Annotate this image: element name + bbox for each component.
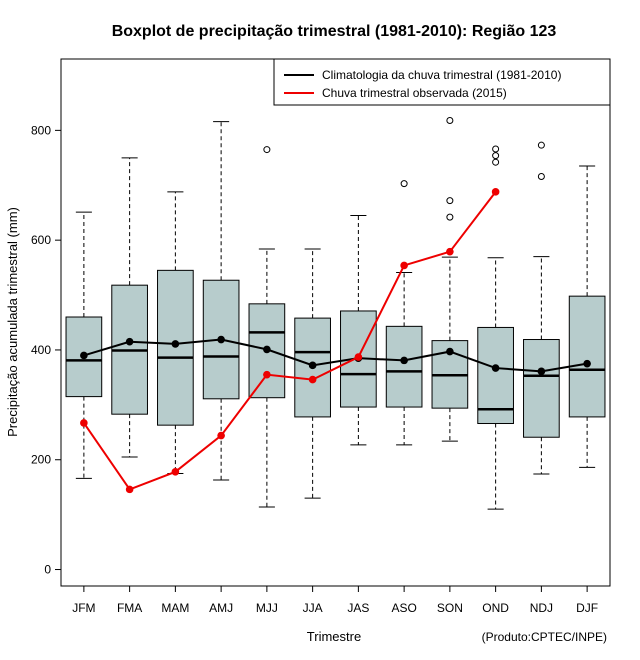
y-tick-label-600: 600 xyxy=(31,233,51,247)
box-jfm xyxy=(65,211,103,479)
box-aso xyxy=(385,180,423,446)
legend-box xyxy=(273,58,611,106)
legend-label-climatology: Climatologia da chuva trimestral (1981-2… xyxy=(322,68,561,82)
climatology-point-mjj xyxy=(263,345,271,354)
outlier-son-2 xyxy=(446,116,454,124)
product-credit: (Produto:CPTEC/INPE) xyxy=(482,630,607,644)
observed-line xyxy=(83,191,497,491)
observed-point-mam xyxy=(171,468,180,476)
iqr-box-djf xyxy=(568,295,606,418)
box-mjj xyxy=(248,146,286,508)
outlier-ond-2 xyxy=(492,145,500,153)
observed-point-aso xyxy=(400,261,408,270)
outlier-mjj-0 xyxy=(263,146,271,154)
observed-point-jfm xyxy=(80,419,88,427)
outlier-ond-1 xyxy=(492,152,500,160)
x-tick-label-ndj: NDJ xyxy=(530,601,553,615)
outlier-ndj-1 xyxy=(537,141,545,149)
observed-point-fma xyxy=(125,485,134,494)
climatology-line xyxy=(83,338,588,373)
iqr-box-ond xyxy=(477,326,514,425)
climatology-point-mam xyxy=(171,340,180,348)
box-amj xyxy=(202,121,240,481)
climatology-point-ond xyxy=(491,364,500,372)
x-tick-label-ond: OND xyxy=(482,601,509,615)
observed-point-son xyxy=(446,247,454,256)
box-mam xyxy=(157,191,194,474)
box-ndj xyxy=(523,141,560,475)
x-tick-label-jja: JJA xyxy=(303,601,323,615)
climatology-point-fma xyxy=(125,337,134,346)
climatology-point-ndj xyxy=(537,367,546,376)
observed-point-jas xyxy=(354,353,363,361)
x-tick-label-mam: MAM xyxy=(161,601,189,615)
box-djf xyxy=(568,165,606,468)
box-jja xyxy=(294,248,331,499)
series-climatology xyxy=(80,335,591,376)
y-axis-label: Precipitação acumulada trimestral (mm) xyxy=(5,207,20,437)
outlier-son-1 xyxy=(446,197,454,205)
x-tick-label-fma: FMA xyxy=(117,601,142,615)
iqr-box-mam xyxy=(157,269,194,426)
legend: Climatologia da chuva trimestral (1981-2… xyxy=(273,58,611,106)
climatology-point-son xyxy=(446,347,454,356)
y-tick-label-200: 200 xyxy=(31,453,51,467)
iqr-box-aso xyxy=(385,325,423,408)
plot-area xyxy=(65,116,606,510)
x-tick-label-aso: ASO xyxy=(391,601,416,615)
y-tick-label-800: 800 xyxy=(31,123,51,137)
outlier-ond-0 xyxy=(492,158,500,166)
x-tick-label-jfm: JFM xyxy=(72,601,95,615)
axes: 0 200 400 600 800 JFM FMA MAM AMJ MJJ JJA JAS ASO SON… xyxy=(31,123,598,615)
observed-point-ond xyxy=(491,188,500,196)
observed-point-jja xyxy=(308,375,317,384)
observed-point-mjj xyxy=(263,370,271,379)
outlier-aso-0 xyxy=(400,180,408,188)
legend-label-observed: Chuva trimestral observada (2015) xyxy=(322,86,507,100)
chart-title: Boxplot de precipitação trimestral (1981… xyxy=(112,23,557,40)
climatology-point-jfm xyxy=(80,351,88,360)
climatology-point-amj xyxy=(217,335,225,344)
climatology-point-jja xyxy=(308,361,317,370)
iqr-box-ndj xyxy=(523,339,560,438)
x-tick-label-son: SON xyxy=(437,601,463,615)
observed-point-amj xyxy=(217,431,225,440)
y-tick-label-0: 0 xyxy=(44,563,51,577)
outlier-ndj-0 xyxy=(537,172,545,180)
x-tick-label-jas: JAS xyxy=(347,601,369,615)
y-tick-label-400: 400 xyxy=(31,343,51,357)
box-son xyxy=(431,116,469,442)
x-axis-label: Trimestre xyxy=(307,629,361,644)
x-tick-label-amj: AMJ xyxy=(209,601,233,615)
outlier-son-0 xyxy=(446,213,454,221)
x-tick-label-mjj: MJJ xyxy=(256,601,278,615)
box-fma xyxy=(111,157,148,458)
box-ond xyxy=(477,145,514,510)
series-observed-2015 xyxy=(80,188,500,494)
climatology-point-djf xyxy=(583,359,591,368)
x-tick-label-djf: DJF xyxy=(576,601,598,615)
climatology-point-aso xyxy=(400,356,408,365)
